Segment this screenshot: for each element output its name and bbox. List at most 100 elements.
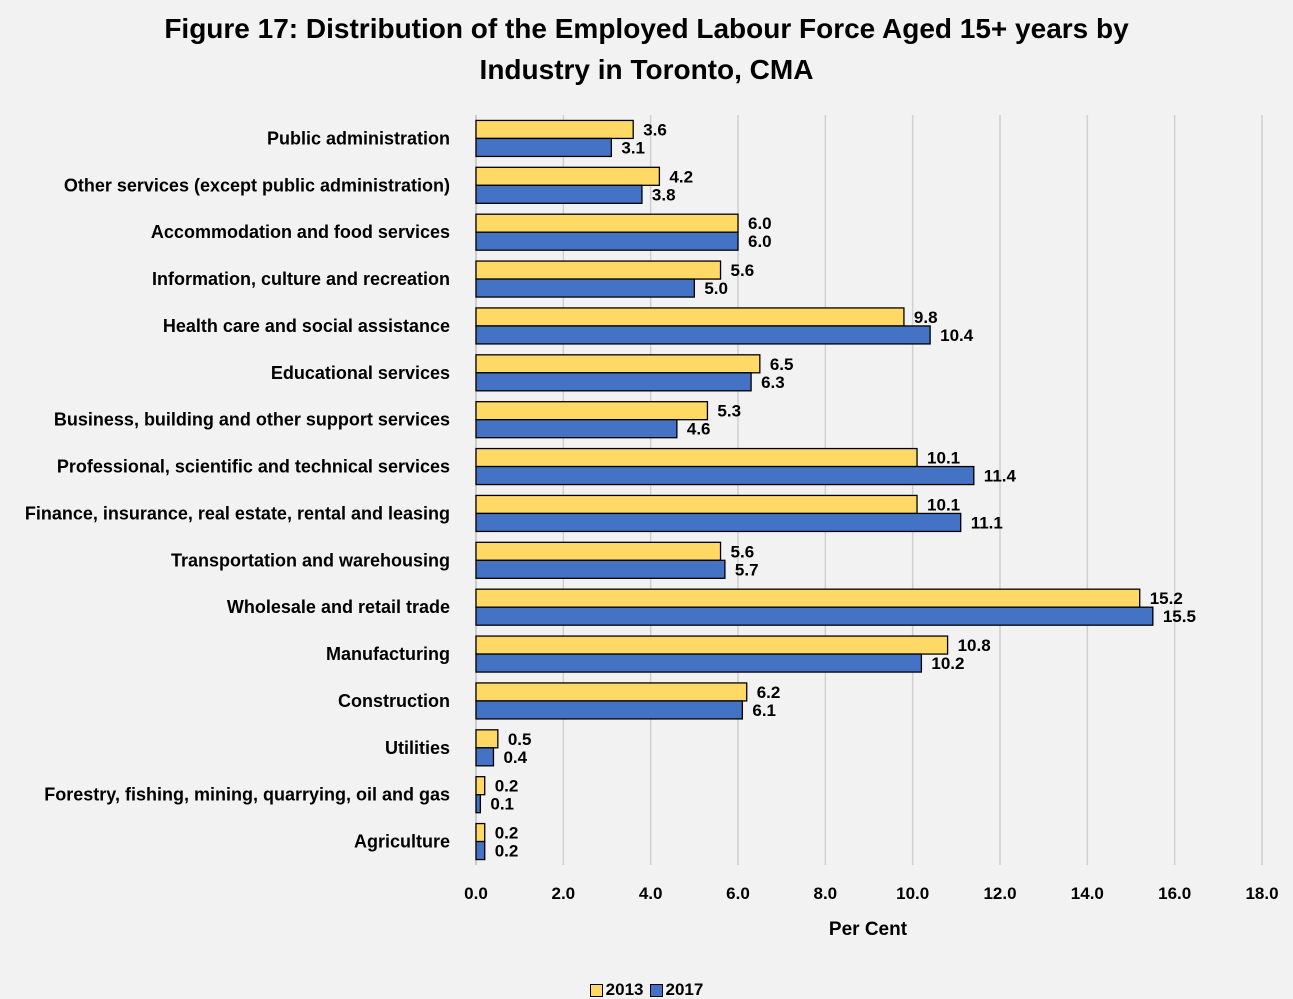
data-label-2017: 6.1	[752, 701, 776, 720]
bar-2017	[475, 231, 739, 251]
data-label-2013: 0.2	[495, 777, 519, 796]
bar-2013	[475, 729, 499, 749]
data-label-2013: 4.2	[669, 167, 693, 186]
data-label-2017: 6.0	[748, 232, 772, 251]
data-label-2017: 5.7	[735, 560, 759, 579]
data-label-2013: 9.8	[914, 308, 938, 327]
bar-2013	[475, 307, 905, 327]
x-tick-label: 18.0	[1245, 884, 1278, 903]
bar-2017	[475, 840, 486, 861]
x-tick-label: 0.0	[464, 884, 488, 903]
data-label-2013: 6.5	[770, 355, 794, 374]
bar-2013	[475, 776, 486, 796]
legend-label-2013: 2013	[605, 980, 644, 999]
bar-2017	[475, 653, 923, 673]
data-label-2017: 0.1	[490, 795, 514, 814]
bar-2017	[475, 747, 495, 767]
data-label-2013: 5.6	[731, 542, 755, 561]
chart-title-line-1: Figure 17: Distribution of the Employed …	[164, 13, 1129, 44]
category-label: Public administration	[267, 128, 450, 148]
category-label: Professional, scientific and technical s…	[57, 457, 450, 477]
bar-2017	[475, 184, 643, 204]
chart-title: Figure 17: Distribution of the Employed …	[0, 8, 1293, 90]
category-label: Educational services	[271, 363, 450, 383]
data-label-2017: 11.1	[971, 513, 1003, 532]
data-label-2017: 15.5	[1163, 607, 1196, 626]
data-label-2017: 10.4	[940, 326, 974, 345]
x-tick-label: 6.0	[726, 884, 750, 903]
data-label-2017: 0.2	[495, 842, 519, 861]
category-label: Agriculture	[354, 832, 450, 852]
bar-2013	[475, 822, 486, 843]
data-label-2017: 6.3	[761, 373, 785, 392]
bar-2013	[475, 119, 634, 140]
bar-2013	[475, 494, 918, 515]
data-label-2017: 4.6	[687, 420, 711, 439]
bar-2017	[475, 700, 744, 720]
bar-2013	[475, 260, 722, 280]
x-tick-label: 14.0	[1071, 884, 1104, 903]
data-label-2017: 3.1	[621, 138, 645, 157]
x-tick-label: 4.0	[639, 884, 663, 903]
bar-2017	[475, 325, 931, 345]
category-label: Manufacturing	[326, 644, 450, 664]
legend-item-2013: 2013	[589, 980, 644, 999]
data-label-2017: 0.4	[503, 748, 527, 767]
bar-2017	[475, 465, 975, 486]
bar-2017	[475, 278, 695, 298]
category-label: Business, building and other support ser…	[54, 410, 450, 430]
chart-title-line-2: Industry in Toronto, CMA	[479, 54, 814, 85]
bar-2017	[475, 559, 726, 579]
data-label-2013: 10.8	[958, 636, 991, 655]
x-tick-label: 8.0	[814, 884, 838, 903]
data-label-2013: 5.6	[731, 261, 755, 280]
legend-label-2017: 2017	[665, 980, 704, 999]
bar-2013	[475, 682, 748, 702]
data-label-2017: 11.4	[984, 467, 1017, 486]
category-label: Forestry, fishing, mining, quarrying, oi…	[44, 785, 450, 805]
category-label: Health care and social assistance	[163, 316, 450, 336]
bar-2017	[475, 794, 482, 814]
data-label-2013: 0.2	[495, 824, 519, 843]
x-tick-label: 10.0	[896, 884, 929, 903]
bar-2013	[475, 166, 661, 186]
bar-2013	[475, 401, 709, 421]
legend-swatch-2013	[589, 983, 603, 997]
x-tick-label: 16.0	[1158, 884, 1191, 903]
legend-swatch-2017	[649, 983, 663, 997]
category-label: Transportation and warehousing	[171, 550, 450, 570]
x-tick-label: 12.0	[983, 884, 1016, 903]
category-label: Utilities	[385, 738, 450, 758]
category-label: Finance, insurance, real estate, rental …	[25, 503, 450, 523]
bar-2013	[475, 447, 918, 468]
data-label-2017: 10.2	[931, 654, 964, 673]
category-label: Construction	[338, 691, 450, 711]
data-label-2013: 3.6	[643, 120, 667, 139]
data-label-2013: 6.2	[757, 683, 781, 702]
data-label-2013: 10.1	[927, 495, 960, 514]
bar-2017	[475, 606, 1154, 626]
category-label: Wholesale and retail trade	[227, 597, 450, 617]
data-label-2013: 5.3	[717, 402, 741, 421]
data-label-2013: 6.0	[748, 214, 772, 233]
bar-2013	[475, 354, 761, 374]
bar-2013	[475, 588, 1141, 608]
bar-2013	[475, 635, 949, 655]
x-tick-label: 2.0	[552, 884, 576, 903]
labels: 0.0 2.0 4.0 6.0 8.0 10.0 12.0 14.0 16.0 18.0 Publi…	[25, 120, 1279, 903]
data-label-2013: 0.5	[508, 730, 532, 749]
data-label-2013: 15.2	[1150, 589, 1183, 608]
bar-2017	[475, 512, 962, 533]
bar-2013	[475, 213, 739, 233]
legend-item-2017: 2017	[649, 980, 704, 999]
legend: 2013 2017	[0, 981, 1293, 999]
category-label: Other services (except public administra…	[64, 175, 450, 195]
category-label: Information, culture and recreation	[152, 269, 450, 289]
category-label: Accommodation and food services	[151, 222, 450, 242]
bar-2017	[475, 137, 613, 158]
data-label-2017: 3.8	[652, 185, 676, 204]
bar-2017	[475, 419, 678, 439]
bar-2017	[475, 372, 752, 392]
x-axis-title: Per Cent	[829, 919, 908, 940]
